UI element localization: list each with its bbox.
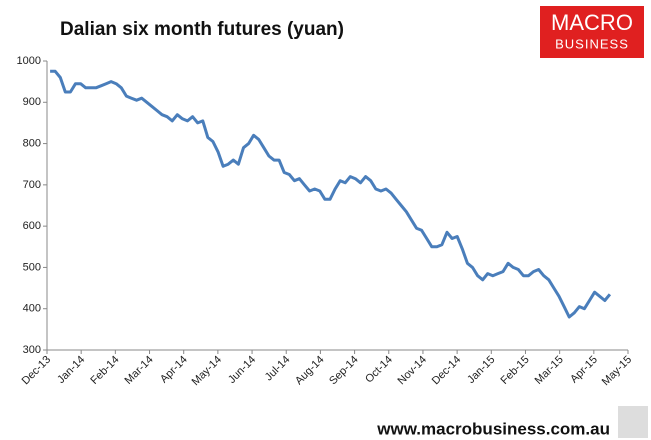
chart-title: Dalian six month futures (yuan) bbox=[60, 19, 344, 40]
logo-icon bbox=[618, 406, 648, 438]
x-tick-label: Apr-15 bbox=[568, 354, 600, 386]
x-tick-label: Jan-15 bbox=[465, 354, 497, 386]
footer: www.macrobusiness.com.au bbox=[376, 419, 610, 438]
y-tick-label: 900 bbox=[23, 96, 41, 108]
y-tick-label: 500 bbox=[23, 261, 41, 273]
x-tick-label: Nov-14 bbox=[396, 354, 430, 388]
x-tick-label: Dec-13 bbox=[20, 354, 54, 388]
x-tick-label: May-14 bbox=[190, 354, 224, 388]
x-tick-label: Feb-15 bbox=[499, 354, 532, 387]
x-tick-label: Jul-14 bbox=[263, 354, 293, 384]
y-tick-label: 700 bbox=[23, 179, 41, 191]
y-tick-label: 800 bbox=[23, 137, 41, 149]
x-tick-label: Mar-14 bbox=[123, 354, 156, 387]
logo bbox=[540, 6, 644, 58]
x-tick-label: Aug-14 bbox=[293, 354, 327, 388]
y-tick-label: 300 bbox=[23, 344, 41, 356]
x-tick-label: Dec-14 bbox=[430, 354, 464, 388]
x-tick-label: May-15 bbox=[600, 354, 634, 388]
y-tick-label: 600 bbox=[23, 220, 41, 232]
x-tick-label: Mar-15 bbox=[533, 354, 566, 387]
y-tick-label: 1000 bbox=[17, 55, 41, 67]
x-tick-label: Jan-14 bbox=[55, 354, 87, 386]
logo-text: BUSINESS bbox=[555, 36, 629, 51]
series-line bbox=[50, 69, 612, 319]
x-tick-label: Feb-14 bbox=[88, 354, 121, 387]
x-tick-label: Jun-14 bbox=[226, 354, 258, 386]
y-tick-label: 400 bbox=[23, 303, 41, 315]
logo-text: MACRO bbox=[551, 10, 633, 35]
x-tick-label: Sep-14 bbox=[327, 354, 361, 388]
x-tick-label: Apr-14 bbox=[158, 354, 190, 386]
x-tick-label: Oct-14 bbox=[363, 354, 395, 386]
